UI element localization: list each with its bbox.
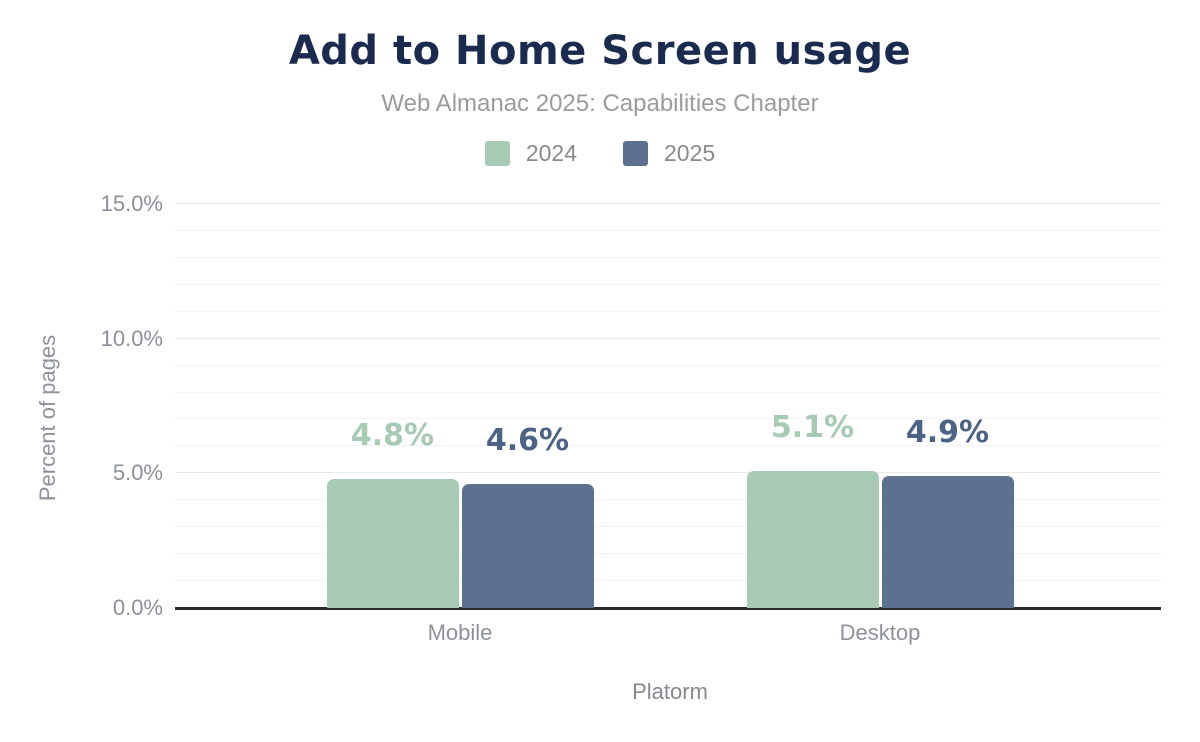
legend-item-2024: 2024 [484,140,577,167]
bar-mobile-2025 [461,484,594,608]
gridline [175,445,1161,447]
gridline [175,364,1161,366]
legend: 2024 2025 [0,140,1200,167]
gridline [175,283,1161,285]
plot-area: 4.8% 4.6% 5.1% 4.9% [175,203,1161,610]
bar-value-label: 4.6% [485,423,570,459]
chart-title: Add to Home Screen usage [288,28,912,74]
bar-value-label: 4.8% [350,417,435,453]
bar-desktop-2024 [746,470,879,608]
chart-subtitle: Web Almanac 2025: Capabilities Chapter [381,90,819,117]
bar-value-label: 4.9% [905,415,990,451]
gridline [175,337,1161,339]
y-axis-ticks: 0.0% 5.0% 10.0% 15.0% [0,191,163,620]
gridline [175,553,1161,555]
x-axis-labels: Mobile Desktop [175,620,1161,648]
gridline [175,391,1161,393]
bar-mobile-2024 [326,478,459,608]
x-axis-line [175,607,1161,610]
bar-desktop-2025 [881,476,1014,608]
legend-swatch-2024 [484,141,510,166]
gridline [175,310,1161,312]
gridline [175,472,1161,474]
gridline [175,203,1161,204]
x-axis-title: Platorm [632,679,708,704]
y-tick-label: 0.0% [112,595,163,620]
gridline [175,499,1161,501]
gridline [175,418,1161,420]
gridline [175,256,1161,258]
gridline [175,526,1161,528]
legend-swatch-2025 [623,141,648,166]
y-tick-label: 10.0% [100,325,163,351]
bar-value-label: 5.1% [770,409,855,445]
y-tick-label: 5.0% [112,460,163,486]
gridline [175,229,1161,231]
legend-label: 2025 [664,140,716,166]
gridline [175,580,1161,582]
x-category-label-desktop: Desktop [839,620,921,645]
legend-label: 2024 [525,140,577,166]
x-category-label-mobile: Mobile [427,620,493,645]
legend-item-2025: 2025 [623,140,715,167]
y-tick-label: 15.0% [100,191,163,216]
